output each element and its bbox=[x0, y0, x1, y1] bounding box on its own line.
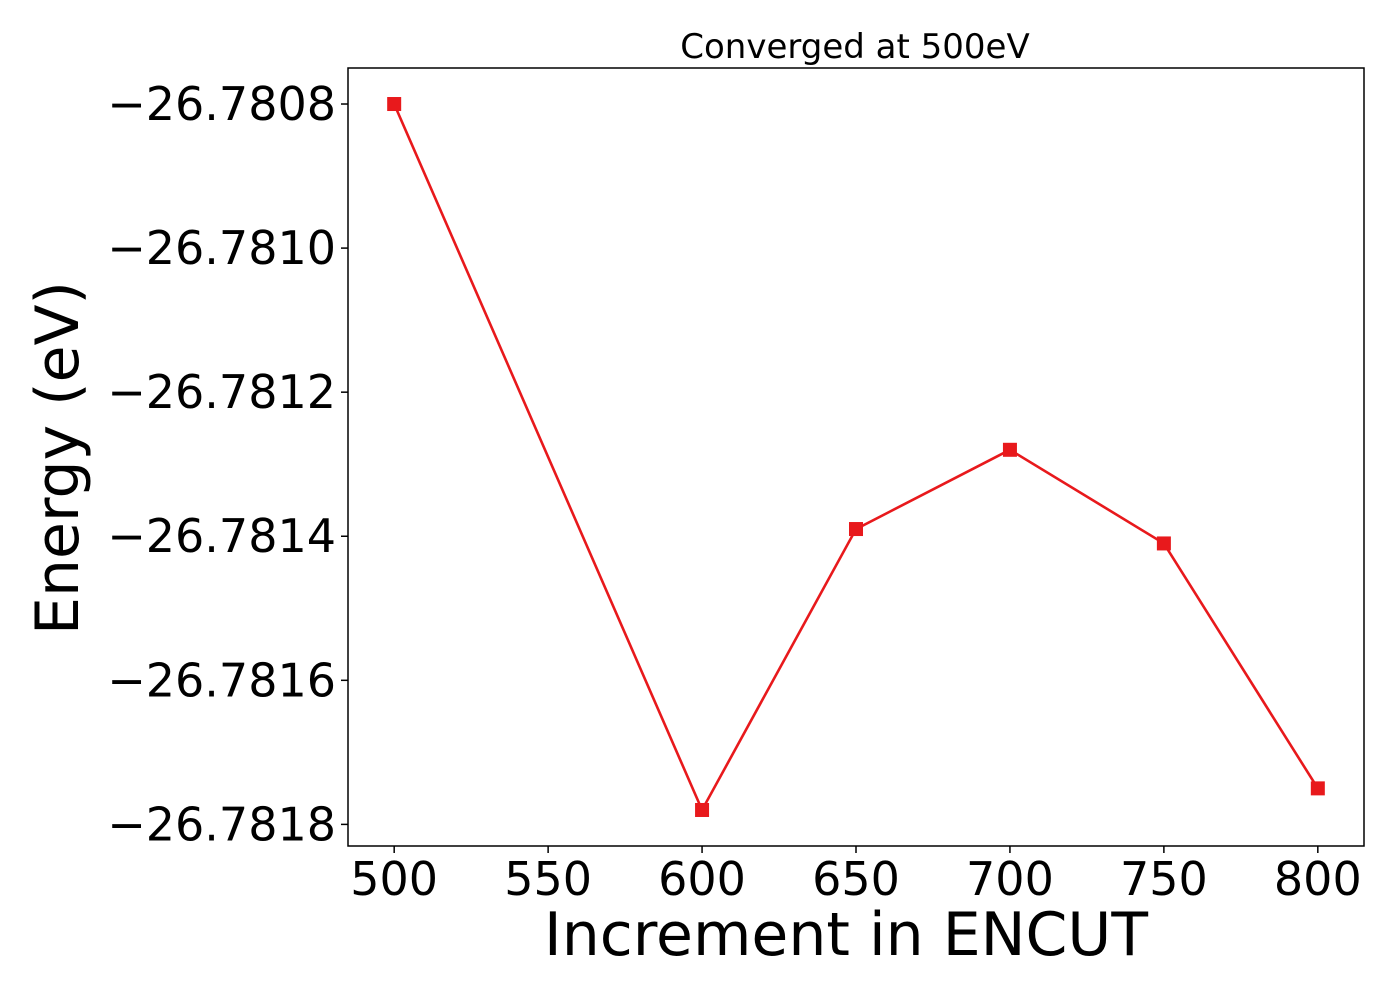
x-axis-label: Increment in ENCUT bbox=[544, 900, 1148, 970]
x-tick-label: 550 bbox=[504, 852, 592, 906]
data-point-marker bbox=[1310, 781, 1325, 796]
y-tick-label: −26.7808 bbox=[107, 77, 336, 131]
x-tick-label: 500 bbox=[350, 852, 438, 906]
series-line bbox=[392, 103, 1319, 813]
y-tick-label: −26.7812 bbox=[107, 365, 336, 419]
axes-frame bbox=[347, 67, 1365, 847]
data-point-marker bbox=[1002, 442, 1017, 457]
x-tick-label: 800 bbox=[1274, 852, 1362, 906]
chart-title: Converged at 500eV bbox=[680, 27, 1029, 67]
series-layer bbox=[387, 97, 1325, 817]
data-point-marker bbox=[849, 522, 863, 537]
y-axis-label: Energy (eV) bbox=[23, 281, 93, 635]
x-axis: 500 550 600 650 700 750 800 bbox=[350, 846, 1362, 906]
x-tick-label: 700 bbox=[966, 852, 1054, 906]
x-tick-label: 650 bbox=[812, 852, 900, 906]
y-axis: −26.7808 −26.7810 −26.7812 −26.7814 −26.7816… bbox=[107, 77, 348, 851]
data-point-marker bbox=[1156, 536, 1171, 551]
x-tick-label: 750 bbox=[1120, 852, 1208, 906]
y-tick-label: −26.7810 bbox=[107, 221, 336, 275]
y-tick-label: −26.7818 bbox=[107, 797, 336, 851]
y-tick-label: −26.7814 bbox=[107, 509, 336, 563]
data-point-marker bbox=[387, 97, 402, 112]
y-tick-label: −26.7816 bbox=[107, 653, 336, 707]
x-tick-label: 600 bbox=[658, 852, 746, 906]
data-point-marker bbox=[695, 802, 710, 817]
plot-area: −26.7808 −26.7810 −26.7812 −26.7814 −26.7816… bbox=[107, 67, 1365, 906]
